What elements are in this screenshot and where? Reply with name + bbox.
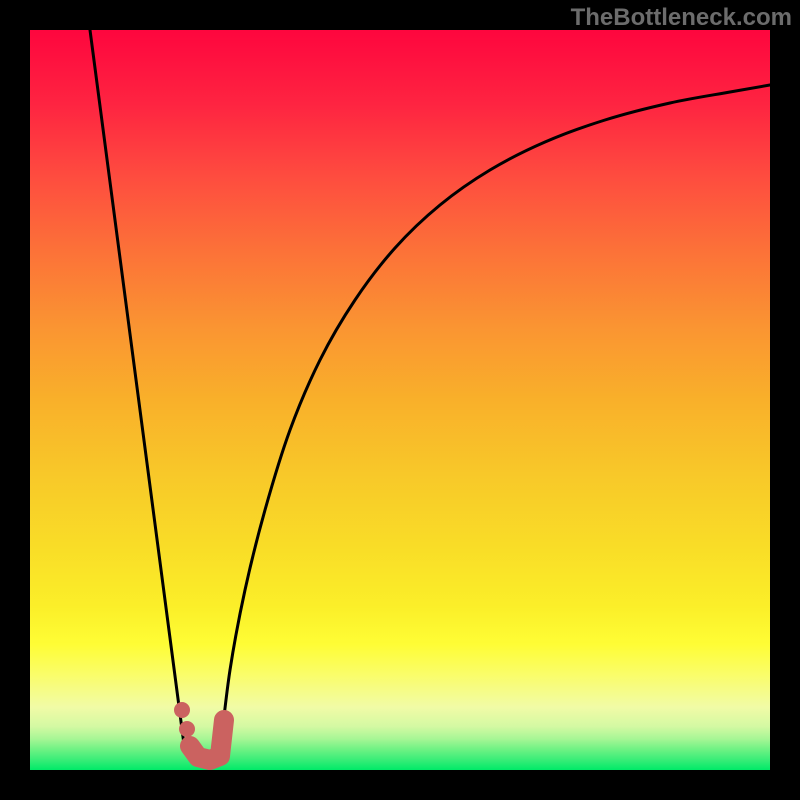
plot-svg: [30, 30, 770, 770]
watermark-text: TheBottleneck.com: [571, 4, 792, 32]
gradient-background: [30, 30, 770, 770]
chart-root: TheBottleneck.com: [0, 0, 800, 800]
plot-area: [30, 30, 770, 770]
marker-dot-1: [179, 721, 195, 737]
marker-dot-0: [174, 702, 190, 718]
